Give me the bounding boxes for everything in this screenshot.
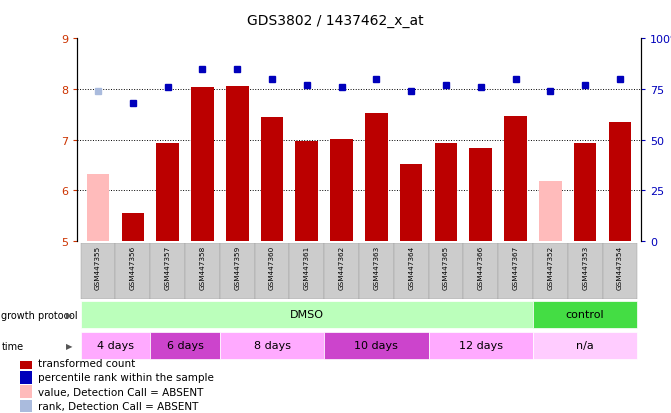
Text: GSM447358: GSM447358: [199, 245, 205, 290]
Bar: [81, 302, 533, 328]
Text: GSM447356: GSM447356: [130, 245, 136, 290]
Text: GSM447365: GSM447365: [443, 245, 449, 290]
Bar: [498, 244, 533, 299]
Bar: [568, 244, 603, 299]
Text: GSM447355: GSM447355: [95, 245, 101, 290]
Text: rank, Detection Call = ABSENT: rank, Detection Call = ABSENT: [38, 401, 199, 411]
Text: growth protocol: growth protocol: [1, 310, 78, 320]
Bar: [504, 116, 527, 242]
Bar: [533, 332, 637, 359]
Bar: [220, 332, 324, 359]
Text: GSM447357: GSM447357: [164, 245, 170, 290]
Text: GSM447366: GSM447366: [478, 245, 484, 290]
Bar: [533, 244, 568, 299]
Bar: [429, 244, 464, 299]
Text: n/a: n/a: [576, 340, 594, 350]
Bar: [359, 244, 394, 299]
Text: DMSO: DMSO: [290, 309, 324, 320]
Bar: [150, 244, 185, 299]
Bar: [470, 149, 492, 242]
Bar: [254, 244, 289, 299]
Bar: [330, 140, 353, 242]
Text: 10 days: 10 days: [354, 340, 399, 350]
Text: time: time: [1, 341, 23, 351]
Bar: [533, 302, 637, 328]
Text: GSM447359: GSM447359: [234, 245, 240, 290]
Bar: [464, 244, 498, 299]
Text: GSM447361: GSM447361: [304, 245, 310, 290]
Text: control: control: [566, 309, 605, 320]
Bar: [81, 332, 150, 359]
Bar: [226, 87, 248, 242]
Bar: [289, 244, 324, 299]
Text: GDS3802 / 1437462_x_at: GDS3802 / 1437462_x_at: [247, 14, 424, 28]
Text: GSM447360: GSM447360: [269, 245, 275, 290]
Bar: [156, 144, 179, 242]
Text: transformed count: transformed count: [38, 358, 136, 368]
Bar: [20, 400, 32, 413]
Text: 4 days: 4 days: [97, 340, 134, 350]
Text: GSM447364: GSM447364: [408, 245, 414, 290]
Text: percentile rank within the sample: percentile rank within the sample: [38, 372, 214, 382]
Bar: [400, 165, 423, 242]
Text: ▶: ▶: [66, 341, 72, 350]
Bar: [20, 356, 32, 369]
Bar: [20, 385, 32, 398]
Bar: [261, 118, 283, 242]
Text: 8 days: 8 days: [254, 340, 291, 350]
Text: 6 days: 6 days: [166, 340, 203, 350]
Bar: [185, 244, 220, 299]
Bar: [115, 244, 150, 299]
Bar: [324, 332, 429, 359]
Bar: [220, 244, 254, 299]
Bar: [609, 123, 631, 242]
Text: ▶: ▶: [66, 311, 72, 320]
Bar: [295, 142, 318, 242]
Bar: [429, 332, 533, 359]
Text: 12 days: 12 days: [459, 340, 503, 350]
Bar: [150, 332, 220, 359]
Bar: [20, 371, 32, 384]
Text: GSM447362: GSM447362: [339, 245, 345, 290]
Bar: [191, 88, 214, 242]
Text: GSM447354: GSM447354: [617, 245, 623, 290]
Bar: [603, 244, 637, 299]
Bar: [87, 175, 109, 242]
Bar: [574, 144, 597, 242]
Bar: [539, 182, 562, 242]
Bar: [81, 244, 115, 299]
Bar: [324, 244, 359, 299]
Bar: [394, 244, 429, 299]
Text: GSM447352: GSM447352: [548, 245, 554, 290]
Bar: [121, 213, 144, 242]
Bar: [365, 114, 388, 242]
Text: GSM447353: GSM447353: [582, 245, 588, 290]
Text: value, Detection Call = ABSENT: value, Detection Call = ABSENT: [38, 387, 204, 396]
Bar: [435, 144, 457, 242]
Text: GSM447367: GSM447367: [513, 245, 519, 290]
Text: GSM447363: GSM447363: [373, 245, 379, 290]
